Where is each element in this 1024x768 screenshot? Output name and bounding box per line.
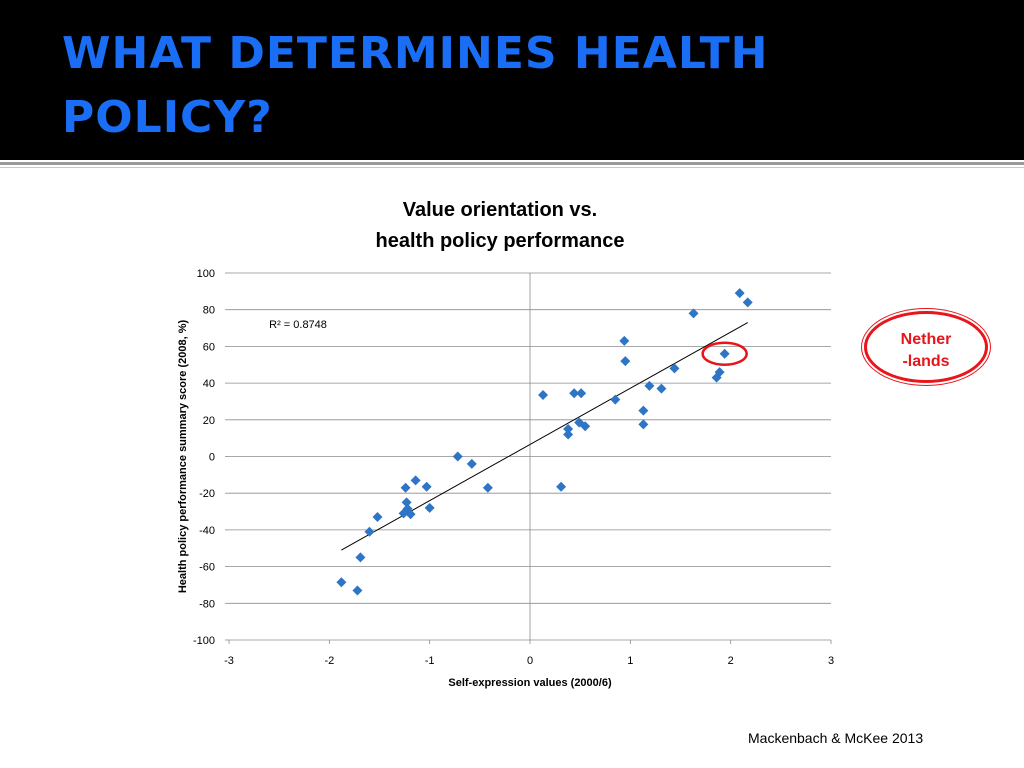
slide-title: WHAT DETERMINES HEALTH POLICY?: [62, 22, 962, 150]
y-tick-label: -100: [193, 635, 215, 647]
y-tick-label: 100: [197, 268, 215, 280]
data-point: [336, 577, 347, 588]
data-point: [620, 356, 631, 367]
data-point: [688, 308, 699, 319]
data-point: [580, 421, 591, 432]
y-tick-label: 40: [203, 378, 215, 390]
callout-line1: Nether: [900, 331, 952, 348]
data-point: [719, 348, 730, 359]
x-tick-label: -1: [425, 655, 435, 667]
chart-title-line1: Value orientation vs.: [402, 199, 598, 221]
data-point: [610, 394, 621, 405]
data-point: [424, 502, 435, 513]
data-point: [482, 482, 493, 493]
chart-title-line2: health policy performance: [375, 230, 625, 252]
data-point: [452, 451, 463, 462]
y-tick-label: -20: [199, 488, 215, 500]
data-point: [569, 388, 580, 399]
data-point: [742, 297, 753, 308]
chart-title: Value orientation vs. health policy perf…: [300, 195, 700, 257]
header-divider: [0, 162, 1024, 165]
slide-title-line2: POLICY?: [62, 92, 273, 143]
data-point: [556, 481, 567, 492]
data-point: [372, 512, 383, 523]
r-squared-annotation: R² = 0.8748: [269, 319, 327, 331]
y-tick-label: -60: [199, 562, 215, 574]
y-tick-label: -40: [199, 525, 215, 537]
data-point: [714, 367, 725, 378]
data-point: [355, 552, 366, 563]
data-point: [538, 390, 549, 401]
data-point: [576, 388, 587, 399]
data-point: [466, 458, 477, 469]
x-tick-label: -3: [224, 655, 234, 667]
data-point: [563, 423, 574, 434]
y-axis-label: Health policy performance summary score …: [177, 320, 189, 594]
x-tick-label: -2: [324, 655, 334, 667]
netherlands-callout-ellipse: [864, 311, 988, 383]
netherlands-callout-label: Nether -lands: [880, 329, 972, 373]
data-point: [734, 288, 745, 299]
x-tick-label: 1: [627, 655, 633, 667]
data-point: [644, 380, 655, 391]
x-tick-label: 2: [728, 655, 734, 667]
callout-line2: -lands: [902, 353, 950, 370]
slide-title-line1: WHAT DETERMINES HEALTH: [62, 28, 769, 79]
data-point: [400, 482, 411, 493]
x-tick-label: 3: [828, 655, 834, 667]
data-point: [638, 405, 649, 416]
slide-header: [0, 0, 1024, 160]
data-point: [638, 419, 649, 430]
netherlands-highlight-ring: [701, 341, 748, 366]
data-point: [364, 526, 375, 537]
y-tick-label: 60: [203, 341, 215, 353]
y-tick-label: 80: [203, 305, 215, 317]
data-point: [352, 585, 363, 596]
data-point: [410, 475, 421, 486]
header-divider-thin: [0, 167, 1024, 168]
data-point: [405, 509, 416, 520]
data-point: [669, 363, 680, 374]
y-tick-label: -80: [199, 598, 215, 610]
data-point: [563, 429, 574, 440]
data-point: [619, 335, 630, 346]
x-axis-label: Self-expression values (2000/6): [448, 677, 612, 689]
y-tick-label: 0: [209, 452, 215, 464]
x-tick-label: 0: [527, 655, 533, 667]
data-point: [656, 383, 667, 394]
y-tick-label: 20: [203, 415, 215, 427]
data-point: [401, 497, 412, 508]
citation: Mackenbach & McKee 2013: [748, 730, 924, 746]
data-point: [421, 481, 432, 492]
